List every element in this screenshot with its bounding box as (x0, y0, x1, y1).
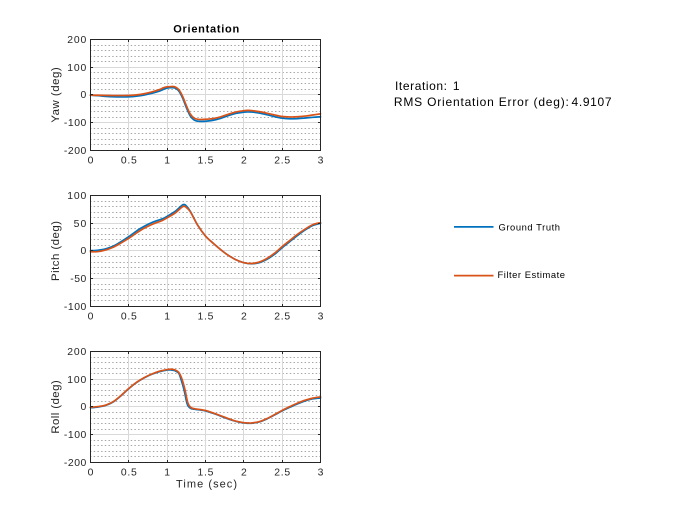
svg-text:200: 200 (67, 35, 86, 46)
svg-text:0: 0 (81, 246, 87, 257)
svg-text:50: 50 (74, 219, 87, 230)
svg-text:1.5: 1.5 (198, 312, 214, 323)
svg-text:1: 1 (164, 312, 170, 323)
svg-text:Yaw (deg): Yaw (deg) (50, 67, 62, 123)
svg-text:RMS Orientation Error (deg):: RMS Orientation Error (deg): (394, 95, 569, 109)
svg-text:Orientation: Orientation (173, 24, 239, 36)
svg-text:100: 100 (67, 375, 86, 386)
svg-text:-200: -200 (64, 146, 87, 157)
svg-text:Iteration:: Iteration: (395, 79, 447, 93)
svg-text:-200: -200 (64, 458, 87, 469)
svg-text:1: 1 (453, 79, 460, 93)
svg-text:200: 200 (67, 347, 86, 358)
svg-text:Time (sec): Time (sec) (176, 478, 237, 490)
svg-text:3: 3 (318, 468, 324, 479)
svg-text:-50: -50 (70, 274, 86, 285)
svg-text:0: 0 (81, 90, 87, 101)
svg-text:2: 2 (241, 312, 247, 323)
svg-text:1.5: 1.5 (198, 468, 214, 479)
svg-text:0: 0 (81, 402, 87, 413)
svg-text:100: 100 (67, 191, 86, 202)
svg-text:0: 0 (88, 312, 94, 323)
svg-text:Pitch (deg): Pitch (deg) (50, 221, 62, 281)
svg-text:2.5: 2.5 (274, 312, 290, 323)
svg-text:2.5: 2.5 (274, 468, 290, 479)
svg-text:0: 0 (88, 468, 94, 479)
svg-text:0.5: 0.5 (121, 312, 137, 323)
svg-text:Filter Estimate: Filter Estimate (498, 269, 566, 280)
svg-text:2.5: 2.5 (274, 156, 290, 167)
svg-text:1.5: 1.5 (198, 156, 214, 167)
svg-text:100: 100 (67, 63, 86, 74)
svg-text:Roll (deg): Roll (deg) (50, 380, 62, 434)
svg-text:0.5: 0.5 (121, 468, 137, 479)
svg-text:1: 1 (164, 156, 170, 167)
svg-text:0.5: 0.5 (121, 156, 137, 167)
svg-text:-100: -100 (64, 302, 87, 313)
svg-text:3: 3 (318, 312, 324, 323)
svg-text:4.9107: 4.9107 (572, 95, 612, 109)
svg-text:2: 2 (241, 468, 247, 479)
svg-text:2: 2 (241, 156, 247, 167)
svg-text:Ground Truth: Ground Truth (499, 221, 561, 232)
svg-text:0: 0 (88, 156, 94, 167)
svg-text:-100: -100 (64, 430, 87, 441)
svg-text:1: 1 (164, 468, 170, 479)
svg-text:-100: -100 (64, 118, 87, 129)
svg-text:3: 3 (318, 156, 324, 167)
